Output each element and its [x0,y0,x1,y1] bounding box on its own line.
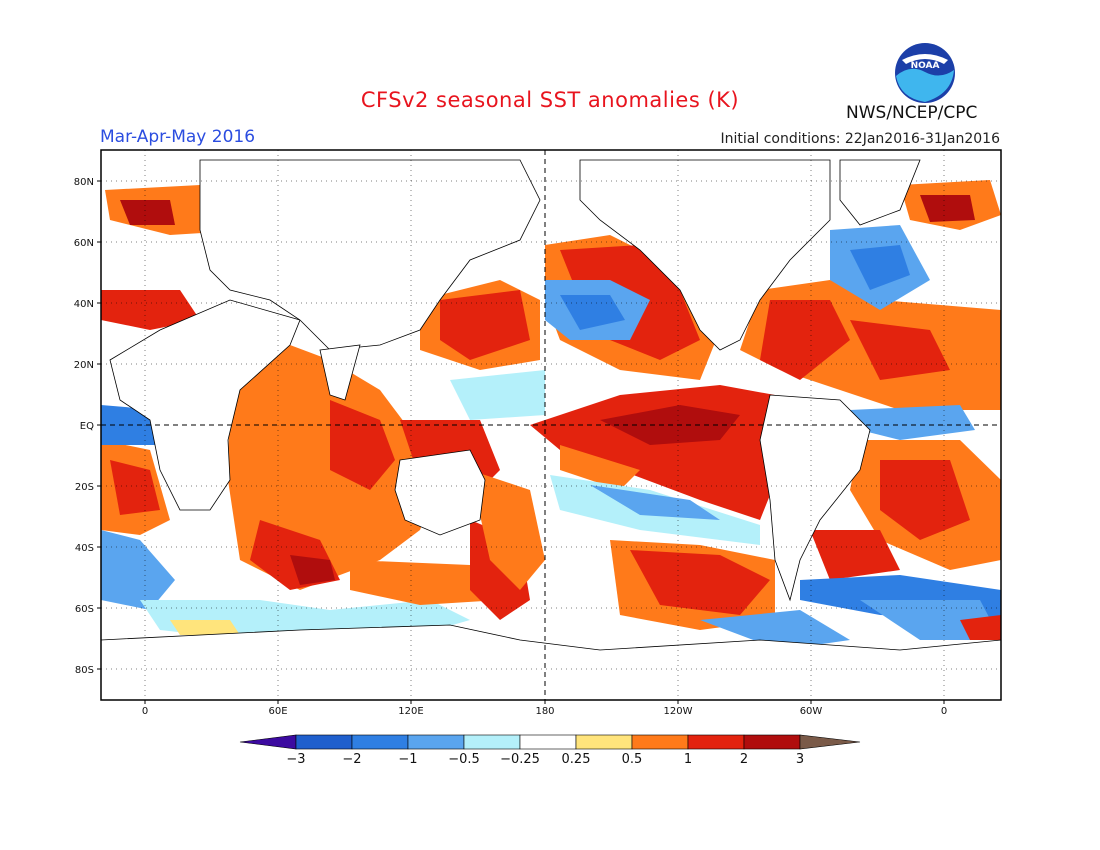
initial-conditions-label: Initial conditions: 22Jan2016-31Jan2016 [720,131,1000,147]
map-title: CFSv2 seasonal SST anomalies (K) [360,88,740,112]
season-label: Mar-Apr-May 2016 [100,127,256,147]
colorbar-swatch [519,734,577,750]
lat-label: 60N [74,238,94,249]
colorbar-swatch [463,734,521,750]
colorbar-swatch [743,734,801,750]
graticule [101,150,1001,700]
noaa-logo-text: NOAA [911,61,940,71]
colorbar-high-triangle [799,734,861,750]
colorbar-label: 3 [796,752,804,767]
lat-label: 80N [74,177,94,188]
noaa-logo-icon: NOAA [895,43,955,103]
lon-label: 120W [664,706,693,717]
lat-label: 40N [74,299,94,310]
colorbar-label: 0.5 [622,752,643,767]
africa-landmass [109,299,301,511]
lat-label: 80S [75,665,94,676]
australia-landmass [394,449,486,536]
agency-label: NWS/NCEP/CPC [846,103,978,123]
lat-label: 40S [75,543,94,554]
longitude-axis: 0 60E 120E 180 120W 60W 0 [142,700,947,717]
lon-label: 0 [941,706,947,717]
lon-label: 120E [398,706,423,717]
lat-label: 20N [74,360,94,371]
colorbar-label: 1 [684,752,692,767]
colorbar-label: 2 [740,752,748,767]
north-america-landmass [579,159,831,351]
colorbar-swatch [351,734,409,750]
eurasia-landmass [199,159,541,351]
colorbar-low-triangle [239,734,297,750]
colorbar-label: −1 [398,752,417,767]
lon-label: 0 [142,706,148,717]
latitude-axis: 80N 60N 40N 20N EQ 20S 40S 60S 80S [74,177,101,676]
land-masks [101,159,1001,700]
lon-label: 180 [535,706,554,717]
lat-label: 60S [75,604,94,615]
colorbar-swatch [295,734,353,750]
colorbar-label: −2 [342,752,361,767]
colorbar-label: −0.25 [500,752,540,767]
colorbar-swatch [407,734,465,750]
colorbar-swatch [575,734,633,750]
antarctica-landmass [101,624,1001,700]
colorbar: −3 −2 −1 −0.5 −0.25 0.25 0.5 1 2 3 [239,734,861,767]
lat-label: EQ [80,421,94,432]
colorbar-swatch [687,734,745,750]
colorbar-label: −0.5 [448,752,480,767]
colorbar-label: −3 [286,752,305,767]
lat-label: 20S [75,482,94,493]
colorbar-swatch [631,734,689,750]
lon-label: 60W [800,706,823,717]
lon-label: 60E [268,706,287,717]
anomaly-field [101,150,1001,700]
south-america-landmass [759,394,871,602]
colorbar-label: 0.25 [562,752,591,767]
